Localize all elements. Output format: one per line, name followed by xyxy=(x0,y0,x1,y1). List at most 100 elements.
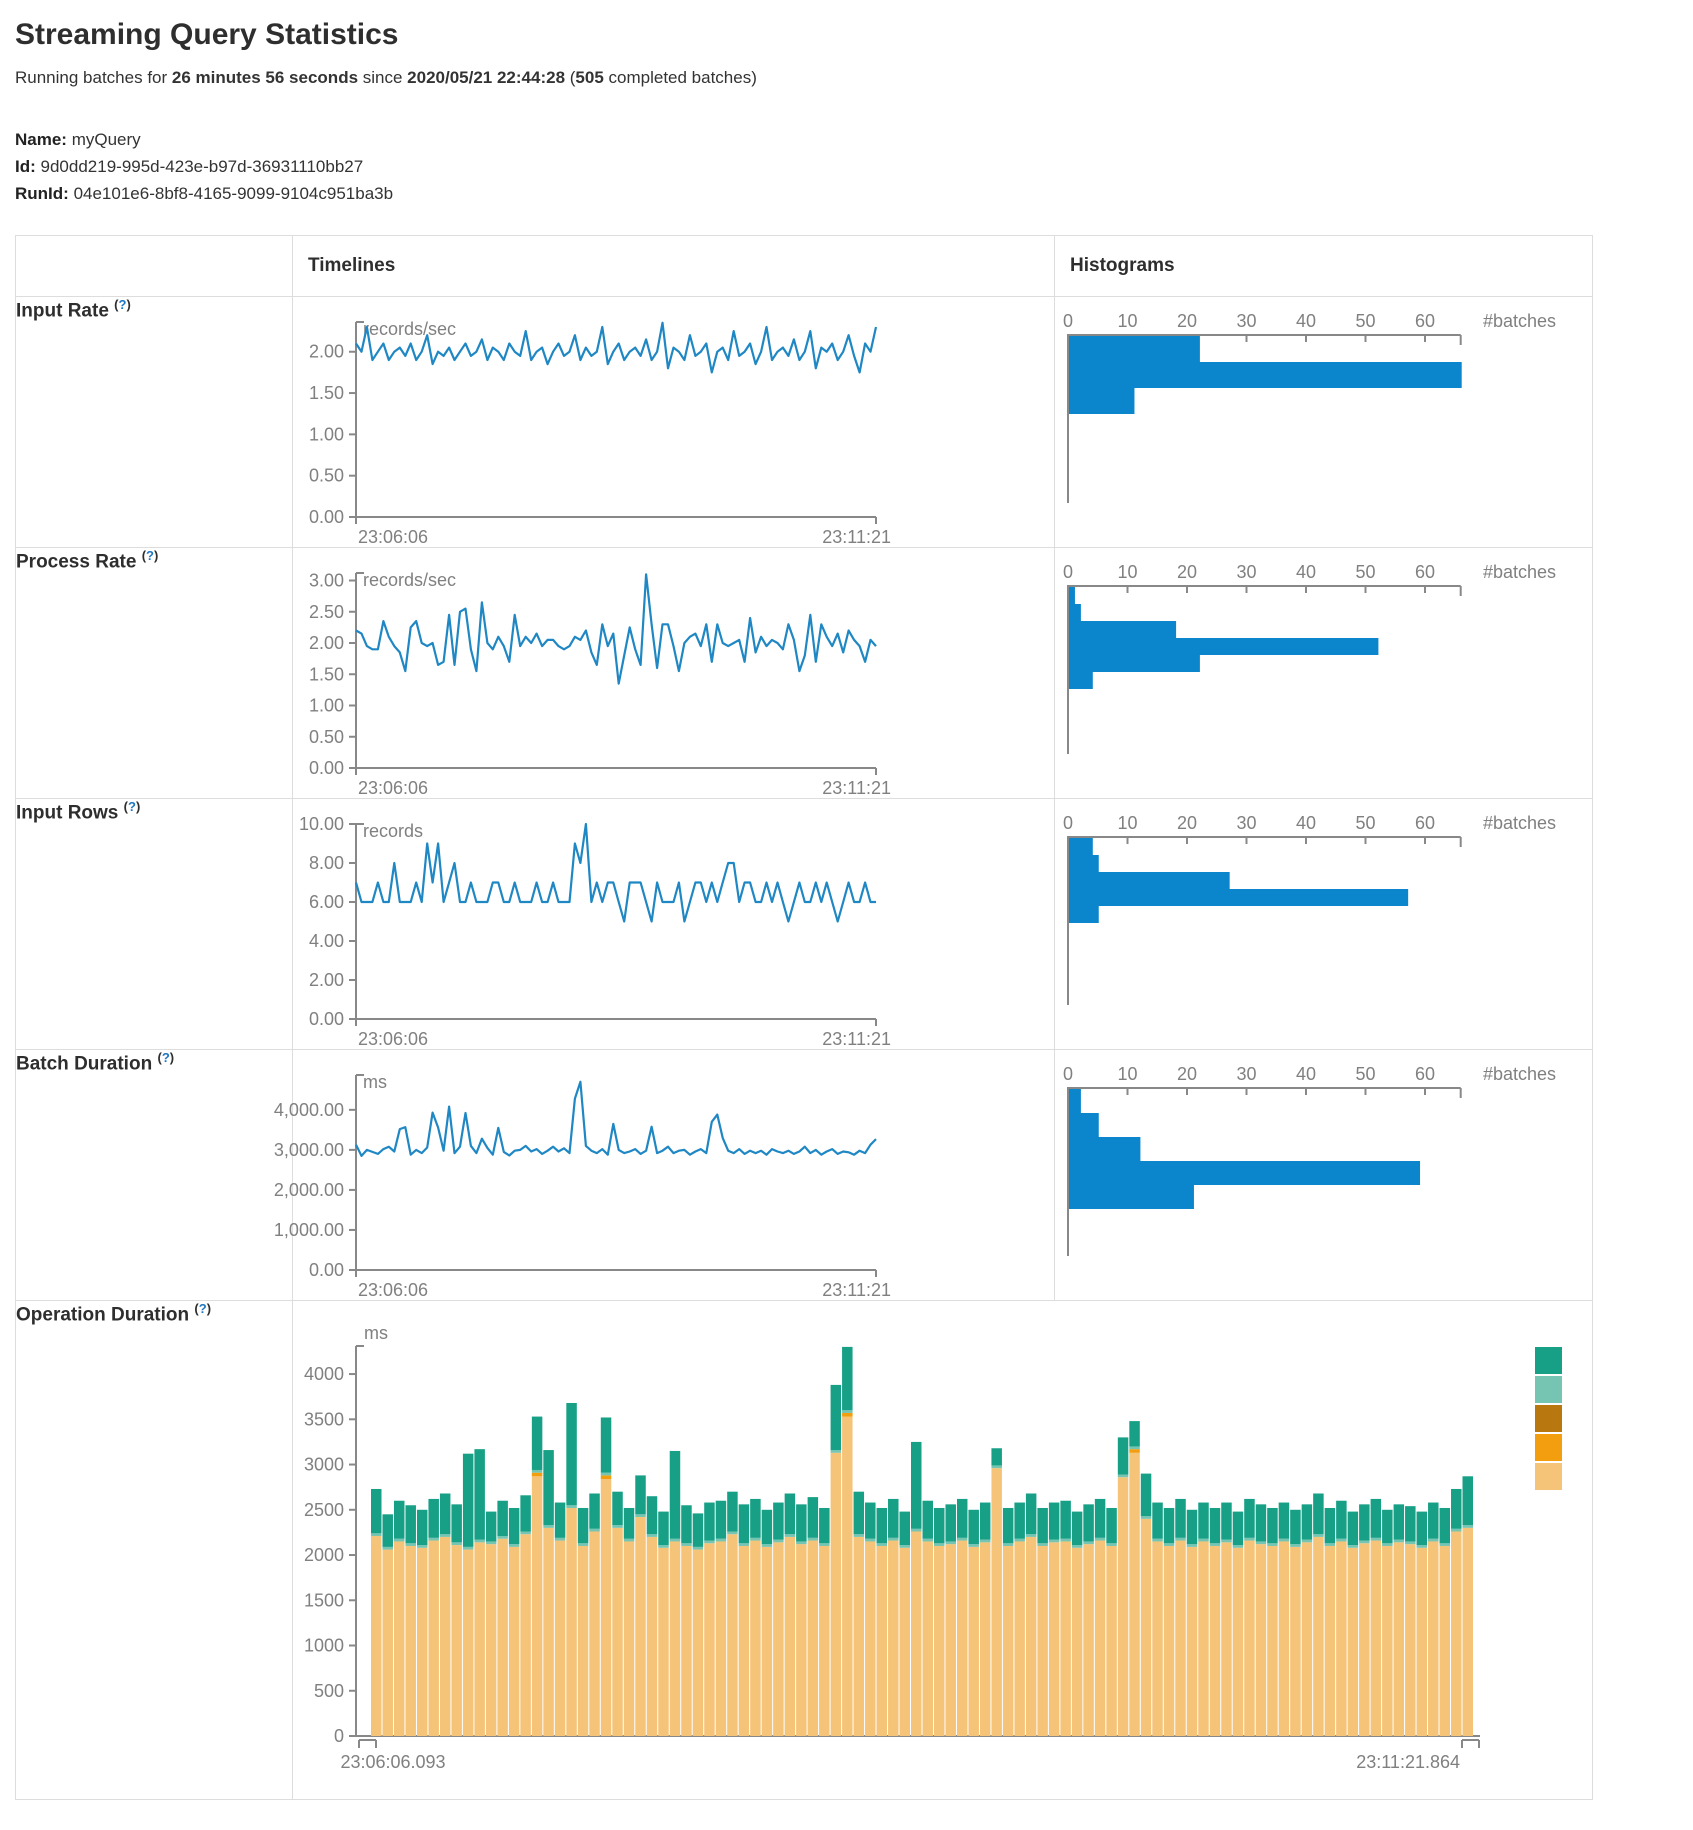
svg-text:23:06:06: 23:06:06 xyxy=(358,778,428,798)
svg-text:3,000.00: 3,000.00 xyxy=(274,1140,344,1160)
batch-duration-histogram-chart: 0 10 20 30 40 50 60 #batches xyxy=(1055,1050,1592,1300)
query-name-value: myQuery xyxy=(71,130,141,149)
running-batches-summary: Running batches for 26 minutes 56 second… xyxy=(15,68,1693,88)
svg-text:1.50: 1.50 xyxy=(309,383,344,403)
svg-text:0: 0 xyxy=(334,1726,344,1746)
batch-duration-timeline-chart: ms 4,000.00 3,000.00 2,000.00 1,000.00 0.00 23… xyxy=(274,1050,1054,1300)
svg-text:1.50: 1.50 xyxy=(309,664,344,684)
svg-text:10: 10 xyxy=(1117,311,1137,331)
summary-middle: since xyxy=(358,68,408,87)
svg-text:records/sec: records/sec xyxy=(363,570,456,590)
query-name-label: Name: xyxy=(15,130,67,149)
svg-text:1.00: 1.00 xyxy=(309,696,344,716)
svg-text:2.00: 2.00 xyxy=(309,633,344,653)
svg-text:23:11:21: 23:11:21 xyxy=(822,778,891,798)
svg-text:20: 20 xyxy=(1177,562,1197,582)
summary-suffix: completed batches) xyxy=(603,68,757,87)
legend-swatch xyxy=(1535,1434,1562,1461)
svg-text:0.50: 0.50 xyxy=(309,466,344,486)
table-row: Input Rate (?) records/sec 2.00 1.50 1.00 0.… xyxy=(15,296,1593,548)
svg-text:23:11:21: 23:11:21 xyxy=(822,527,891,547)
svg-text:30: 30 xyxy=(1236,1064,1256,1084)
svg-text:40: 40 xyxy=(1296,1064,1316,1084)
svg-text:3500: 3500 xyxy=(304,1409,344,1429)
operation-duration-legend xyxy=(1535,1347,1562,1490)
input-rate-timeline-chart: records/sec 2.00 1.50 1.00 0.50 0.00 23:06:06 2… xyxy=(293,297,1054,547)
running-duration: 26 minutes 56 seconds xyxy=(171,68,359,87)
svg-text:40: 40 xyxy=(1296,562,1316,582)
svg-text:records/sec: records/sec xyxy=(363,319,456,339)
svg-text:30: 30 xyxy=(1236,562,1256,582)
page-title: Streaming Query Statistics xyxy=(15,18,399,51)
svg-text:10: 10 xyxy=(1117,1064,1137,1084)
svg-text:23:06:06: 23:06:06 xyxy=(358,1280,428,1300)
operation-duration-chart: ms 4000 3500 3000 2500 2000 1500 1000 500 0 23:06:… xyxy=(293,1301,1592,1799)
svg-text:10: 10 xyxy=(1117,562,1137,582)
svg-text:10: 10 xyxy=(1117,813,1137,833)
svg-text:40: 40 xyxy=(1296,813,1316,833)
svg-text:1,000.00: 1,000.00 xyxy=(274,1220,344,1240)
legend-swatch xyxy=(1535,1347,1562,1374)
query-id-value: 9d0dd219-995d-423e-b97d-36931110bb27 xyxy=(40,157,364,176)
svg-text:ms: ms xyxy=(364,1323,388,1343)
svg-text:#batches: #batches xyxy=(1483,1064,1556,1084)
query-runid-label: RunId: xyxy=(15,184,69,203)
completed-batches-count: 505 xyxy=(575,68,604,87)
svg-text:2000: 2000 xyxy=(304,1545,344,1565)
help-icon[interactable]: (?) xyxy=(123,799,141,814)
table-row: Operation Duration (?) ms 4000 3500 3000 250… xyxy=(15,1300,1593,1800)
help-icon[interactable]: (?) xyxy=(141,548,159,563)
svg-text:20: 20 xyxy=(1177,1064,1197,1084)
svg-text:50: 50 xyxy=(1355,562,1375,582)
svg-text:8.00: 8.00 xyxy=(309,853,344,873)
summary-prefix: Running batches for xyxy=(15,68,172,87)
row-label-batch-duration: Batch Duration (?) xyxy=(15,1049,293,1301)
svg-text:10.00: 10.00 xyxy=(299,814,344,834)
svg-text:0.50: 0.50 xyxy=(309,727,344,747)
svg-text:1000: 1000 xyxy=(304,1636,344,1656)
row-label-operation-duration: Operation Duration (?) xyxy=(15,1300,293,1800)
svg-text:0.00: 0.00 xyxy=(309,507,344,527)
svg-text:50: 50 xyxy=(1355,311,1375,331)
svg-text:23:11:21: 23:11:21 xyxy=(822,1280,891,1300)
svg-text:60: 60 xyxy=(1415,1064,1435,1084)
svg-text:3.00: 3.00 xyxy=(309,571,344,591)
svg-text:0.00: 0.00 xyxy=(309,758,344,778)
start-timestamp: 2020/05/21 22:44:28 xyxy=(407,68,566,87)
legend-swatch xyxy=(1535,1376,1562,1403)
svg-text:50: 50 xyxy=(1355,813,1375,833)
svg-text:60: 60 xyxy=(1415,562,1435,582)
svg-text:4.00: 4.00 xyxy=(309,931,344,951)
header-histograms: Histograms xyxy=(1054,235,1593,297)
svg-text:0.00: 0.00 xyxy=(309,1260,344,1280)
help-icon[interactable]: (?) xyxy=(114,297,131,312)
svg-text:0: 0 xyxy=(1063,813,1073,833)
header-timelines: Timelines xyxy=(292,235,1055,297)
svg-text:30: 30 xyxy=(1236,813,1256,833)
table-row: Input Rows (?) records 10.00 8.00 6.00 4.00 2… xyxy=(15,798,1593,1050)
svg-text:1500: 1500 xyxy=(304,1590,344,1610)
process-rate-histogram-chart: 0 10 20 30 40 50 60 #batches xyxy=(1055,548,1592,798)
svg-text:0: 0 xyxy=(1063,311,1073,331)
header-empty-cell xyxy=(15,235,293,297)
svg-text:#batches: #batches xyxy=(1483,813,1556,833)
svg-text:ms: ms xyxy=(363,1072,387,1092)
process-rate-timeline-chart: records/sec 3.00 2.50 2.00 1.50 1.00 0.50 0.00 2… xyxy=(293,548,1054,798)
table-row: Process Rate (?) records/sec 3.00 2.50 2.00… xyxy=(15,547,1593,799)
svg-text:60: 60 xyxy=(1415,813,1435,833)
svg-text:23:11:21.864: 23:11:21.864 xyxy=(1356,1752,1460,1772)
svg-text:1.00: 1.00 xyxy=(309,424,344,444)
svg-text:6.00: 6.00 xyxy=(309,892,344,912)
svg-text:4,000.00: 4,000.00 xyxy=(274,1100,344,1120)
row-label-input-rate: Input Rate (?) xyxy=(15,296,293,548)
help-icon[interactable]: (?) xyxy=(194,1301,212,1316)
svg-text:#batches: #batches xyxy=(1483,311,1556,331)
input-rate-histogram-chart: 0 10 20 30 40 50 60 #batches xyxy=(1055,297,1592,547)
help-icon[interactable]: (?) xyxy=(157,1050,175,1065)
svg-text:23:06:06: 23:06:06 xyxy=(358,527,428,547)
row-label-process-rate: Process Rate (?) xyxy=(15,547,293,799)
query-name-line: Name: myQuery xyxy=(15,126,1693,153)
svg-text:50: 50 xyxy=(1355,1064,1375,1084)
svg-text:2.00: 2.00 xyxy=(309,342,344,362)
svg-text:20: 20 xyxy=(1177,311,1197,331)
